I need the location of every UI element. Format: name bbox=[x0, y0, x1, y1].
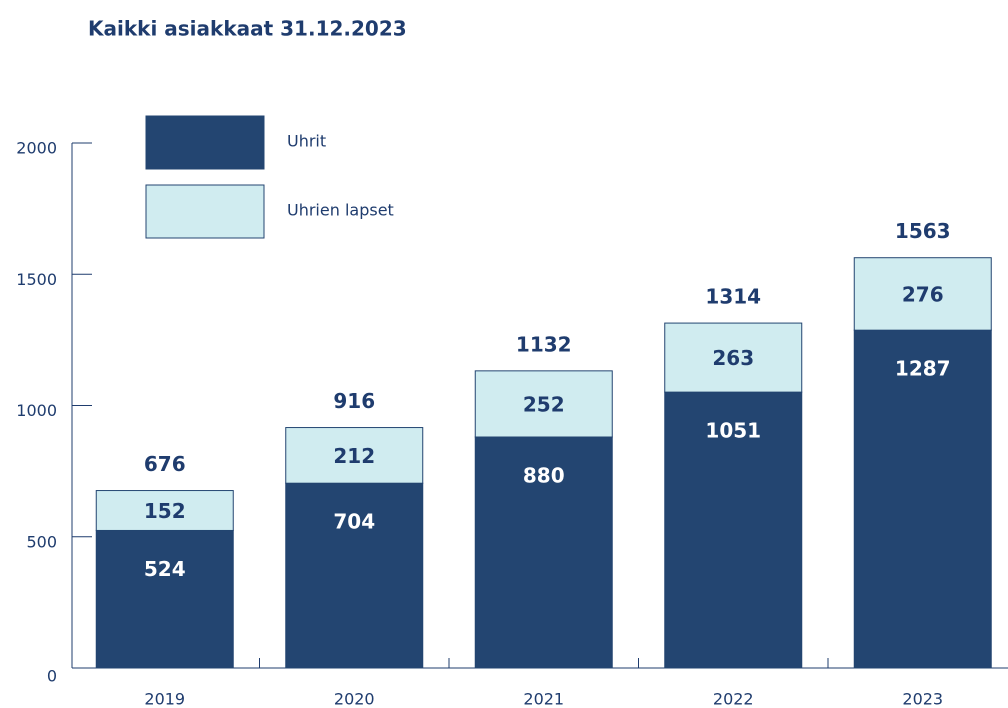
chart-title: Kaikki asiakkaat 31.12.2023 bbox=[88, 17, 407, 41]
value-label: 704 bbox=[333, 510, 375, 534]
value-label: 880 bbox=[523, 464, 565, 488]
bar-segment bbox=[95, 490, 234, 531]
total-label: 916 bbox=[333, 389, 375, 413]
y-tick-label: 0 bbox=[47, 667, 57, 686]
x-tick-label: 2023 bbox=[902, 690, 943, 708]
total-label: 1132 bbox=[516, 332, 572, 356]
value-label: 1287 bbox=[895, 357, 951, 381]
value-label: 252 bbox=[523, 392, 565, 416]
x-tick-label: 2021 bbox=[523, 690, 564, 708]
legend-swatch bbox=[145, 115, 265, 170]
value-label: 152 bbox=[144, 499, 186, 523]
y-tick-label: 500 bbox=[26, 532, 57, 551]
value-label: 1051 bbox=[705, 419, 761, 443]
y-tick-label: 1500 bbox=[16, 270, 57, 289]
bar-segment bbox=[474, 370, 613, 438]
value-label: 212 bbox=[333, 444, 375, 468]
bar-segment bbox=[285, 482, 424, 669]
total-label: 1563 bbox=[895, 219, 951, 243]
legend-label: Uhrien lapset bbox=[287, 201, 394, 220]
legend-label: Uhrit bbox=[287, 132, 326, 151]
y-tick-label: 2000 bbox=[16, 139, 57, 158]
value-label: 524 bbox=[144, 557, 186, 581]
bar-segment bbox=[474, 436, 613, 669]
y-tick-label: 1000 bbox=[16, 401, 57, 420]
bar-segment bbox=[285, 427, 424, 484]
bar-segment bbox=[664, 391, 803, 669]
value-label: 263 bbox=[712, 346, 754, 370]
x-tick-label: 2019 bbox=[144, 690, 185, 708]
bar-segment bbox=[95, 529, 234, 669]
bar-segment bbox=[853, 329, 992, 669]
total-label: 676 bbox=[144, 452, 186, 476]
x-tick-label: 2022 bbox=[713, 690, 754, 708]
legend-swatch bbox=[145, 184, 265, 239]
x-tick-label: 2020 bbox=[334, 690, 375, 708]
bar-segment bbox=[853, 257, 992, 331]
total-label: 1314 bbox=[705, 285, 761, 309]
value-label: 276 bbox=[902, 282, 944, 306]
bar-segment bbox=[664, 322, 803, 393]
